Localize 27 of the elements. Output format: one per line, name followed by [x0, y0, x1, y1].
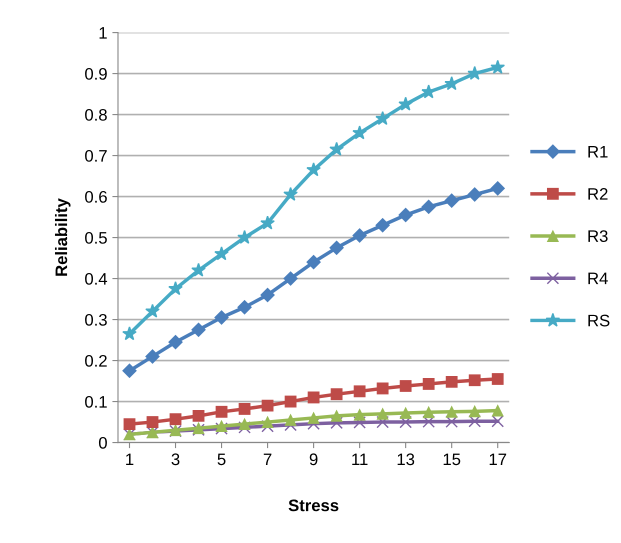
- legend-label: R4: [588, 272, 608, 284]
- y-tick-label: 1: [100, 27, 107, 39]
- y-tick-label: 0: [98, 436, 107, 449]
- x-tick-label: 5: [218, 454, 226, 466]
- x-tick-label: 3: [172, 453, 180, 466]
- x-tick-label: 9: [310, 453, 318, 466]
- x-tick-label: 1: [126, 454, 134, 466]
- legend-label: R1: [588, 146, 608, 158]
- x-axis-title: Stress: [288, 499, 338, 512]
- y-tick-label: 0.4: [85, 272, 108, 285]
- x-tick-label: 11: [352, 454, 368, 466]
- legend-label: R2: [588, 188, 608, 200]
- x-tick-label: 17: [490, 454, 506, 466]
- y-tick-label: 0.6: [85, 190, 107, 203]
- y-tick-label: 0.3: [85, 314, 107, 326]
- y-axis-title: Reliability: [54, 198, 71, 276]
- y-tick-label: 0.7: [85, 150, 107, 162]
- x-tick-label: 15: [444, 454, 460, 466]
- x-tick-label: 13: [398, 453, 414, 466]
- legend-label: R3: [588, 230, 608, 242]
- y-tick-label: 0.5: [85, 232, 107, 244]
- y-tick-label: 0.1: [85, 396, 107, 408]
- y-tick-label: 0.9: [85, 68, 107, 80]
- x-tick-label: 7: [264, 454, 272, 466]
- y-tick-label: 0.2: [85, 354, 107, 367]
- y-tick-label: 0.8: [85, 108, 107, 121]
- legend-label: RS: [588, 314, 610, 326]
